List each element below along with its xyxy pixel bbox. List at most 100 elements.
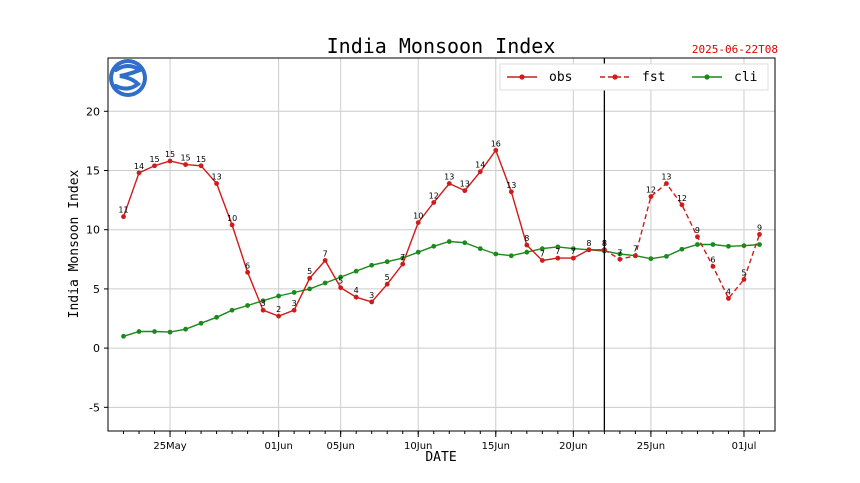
data-label-obs: 2 [276, 305, 281, 314]
data-label-obs: 12 [429, 191, 439, 200]
legend-label-obs: obs [549, 70, 572, 85]
data-point-fst [710, 264, 716, 269]
data-point-obs [121, 214, 126, 220]
data-point-cli [539, 246, 545, 252]
data-point-cli [664, 253, 669, 259]
data-point-cli [276, 293, 282, 299]
data-label-obs: 5 [385, 273, 390, 282]
x-tick-label: 20Jun [559, 441, 587, 452]
data-point-cli [555, 244, 561, 250]
data-point-cli [415, 249, 421, 255]
legend-label-cli: cli [734, 70, 757, 85]
data-label-obs: 10 [227, 214, 237, 223]
data-point-cli [369, 262, 375, 268]
x-tick-label: 15Jun [482, 441, 510, 452]
data-label-fst: 7 [633, 245, 638, 254]
x-tick-label: 01Jun [264, 441, 292, 452]
data-point-obs [291, 307, 297, 313]
data-label-obs: 13 [506, 181, 516, 190]
data-point-obs [539, 258, 545, 263]
data-point-cli [431, 243, 437, 249]
x-tick-label: 05Jun [326, 441, 354, 452]
data-point-obs [353, 294, 359, 300]
data-point-cli [322, 280, 328, 286]
data-point-obs [493, 147, 499, 153]
data-label-obs: 15 [196, 155, 206, 164]
data-point-cli [353, 268, 359, 274]
data-point-fst [726, 295, 731, 301]
data-label-fst: 12 [677, 194, 687, 203]
plot-area: 11 14 15 15 15 15 13 10 6 3 2 3 5 7 5 4 3 5 7 10 12 13 13 14 16 1… [118, 58, 762, 431]
data-point-cli [229, 307, 235, 313]
x-tick-label: 10Jun [404, 441, 432, 452]
data-point-obs [260, 307, 266, 313]
data-point-cli [446, 239, 452, 244]
data-point-cli [741, 243, 747, 249]
data-point-obs [477, 169, 483, 175]
data-label-fst: 12 [646, 186, 656, 195]
data-label-obs: 8 [586, 239, 591, 248]
data-label-obs: 13 [211, 173, 221, 182]
data-point-cli [617, 251, 623, 257]
data-label-obs: 13 [460, 180, 470, 189]
data-point-cli [136, 329, 142, 334]
data-point-cli [198, 320, 204, 326]
data-label-obs: 5 [307, 267, 312, 276]
data-point-obs [307, 275, 313, 281]
data-label-obs: 15 [180, 154, 190, 163]
data-point-cli [508, 253, 514, 259]
legend-marker-fst [612, 74, 618, 80]
data-point-obs [369, 299, 375, 305]
data-point-cli [648, 256, 654, 262]
data-point-cli [167, 329, 173, 335]
data-label-obs: 8 [524, 234, 529, 243]
x-tick-label: 01Jul [732, 441, 757, 452]
data-point-cli [214, 314, 219, 320]
data-label-obs: 7 [400, 253, 405, 262]
data-point-obs [136, 170, 142, 176]
data-point-obs [524, 242, 530, 248]
data-point-cli [338, 274, 344, 280]
data-point-obs [446, 181, 452, 186]
y-tick-label: 5 [93, 283, 100, 296]
data-point-fst [664, 181, 669, 186]
data-point-fst [695, 234, 700, 240]
data-point-fst [679, 202, 685, 208]
data-label-obs: 11 [118, 206, 128, 215]
data-point-fst [648, 194, 654, 199]
data-point-obs [245, 269, 251, 275]
data-point-obs [152, 163, 157, 169]
data-point-cli [493, 251, 499, 257]
y-tick-label: 0 [93, 342, 100, 355]
data-point-fst [632, 253, 638, 259]
data-label-obs: 14 [134, 162, 144, 171]
data-label-obs: 7 [555, 247, 560, 256]
legend-label-fst: fst [642, 70, 665, 85]
data-point-obs [508, 189, 514, 195]
data-point-obs [462, 188, 468, 194]
data-label-fst: 6 [710, 255, 715, 264]
y-tick-label: 10 [86, 224, 100, 237]
data-point-cli [695, 242, 700, 247]
data-point-cli [726, 243, 731, 249]
data-point-obs [384, 281, 390, 287]
data-point-fst [617, 256, 623, 262]
data-label-obs: 16 [491, 139, 501, 148]
data-point-obs [415, 220, 421, 225]
data-label-fst: 13 [661, 173, 671, 182]
data-point-cli [384, 259, 390, 265]
data-point-fst [757, 232, 762, 237]
data-point-obs [183, 162, 188, 167]
data-label-obs: 3 [261, 299, 266, 308]
data-label-obs: 5 [338, 277, 343, 286]
data-label-obs: 15 [165, 150, 175, 159]
x-tick-label: 25May [153, 441, 186, 452]
data-point-obs [400, 261, 406, 267]
y-tick-label: 20 [86, 105, 100, 118]
data-point-obs [570, 255, 576, 261]
data-point-obs [229, 222, 235, 228]
logo-emblem-icon [109, 59, 147, 97]
data-label-obs: 7 [571, 247, 576, 256]
data-label-fst: 9 [757, 223, 762, 232]
